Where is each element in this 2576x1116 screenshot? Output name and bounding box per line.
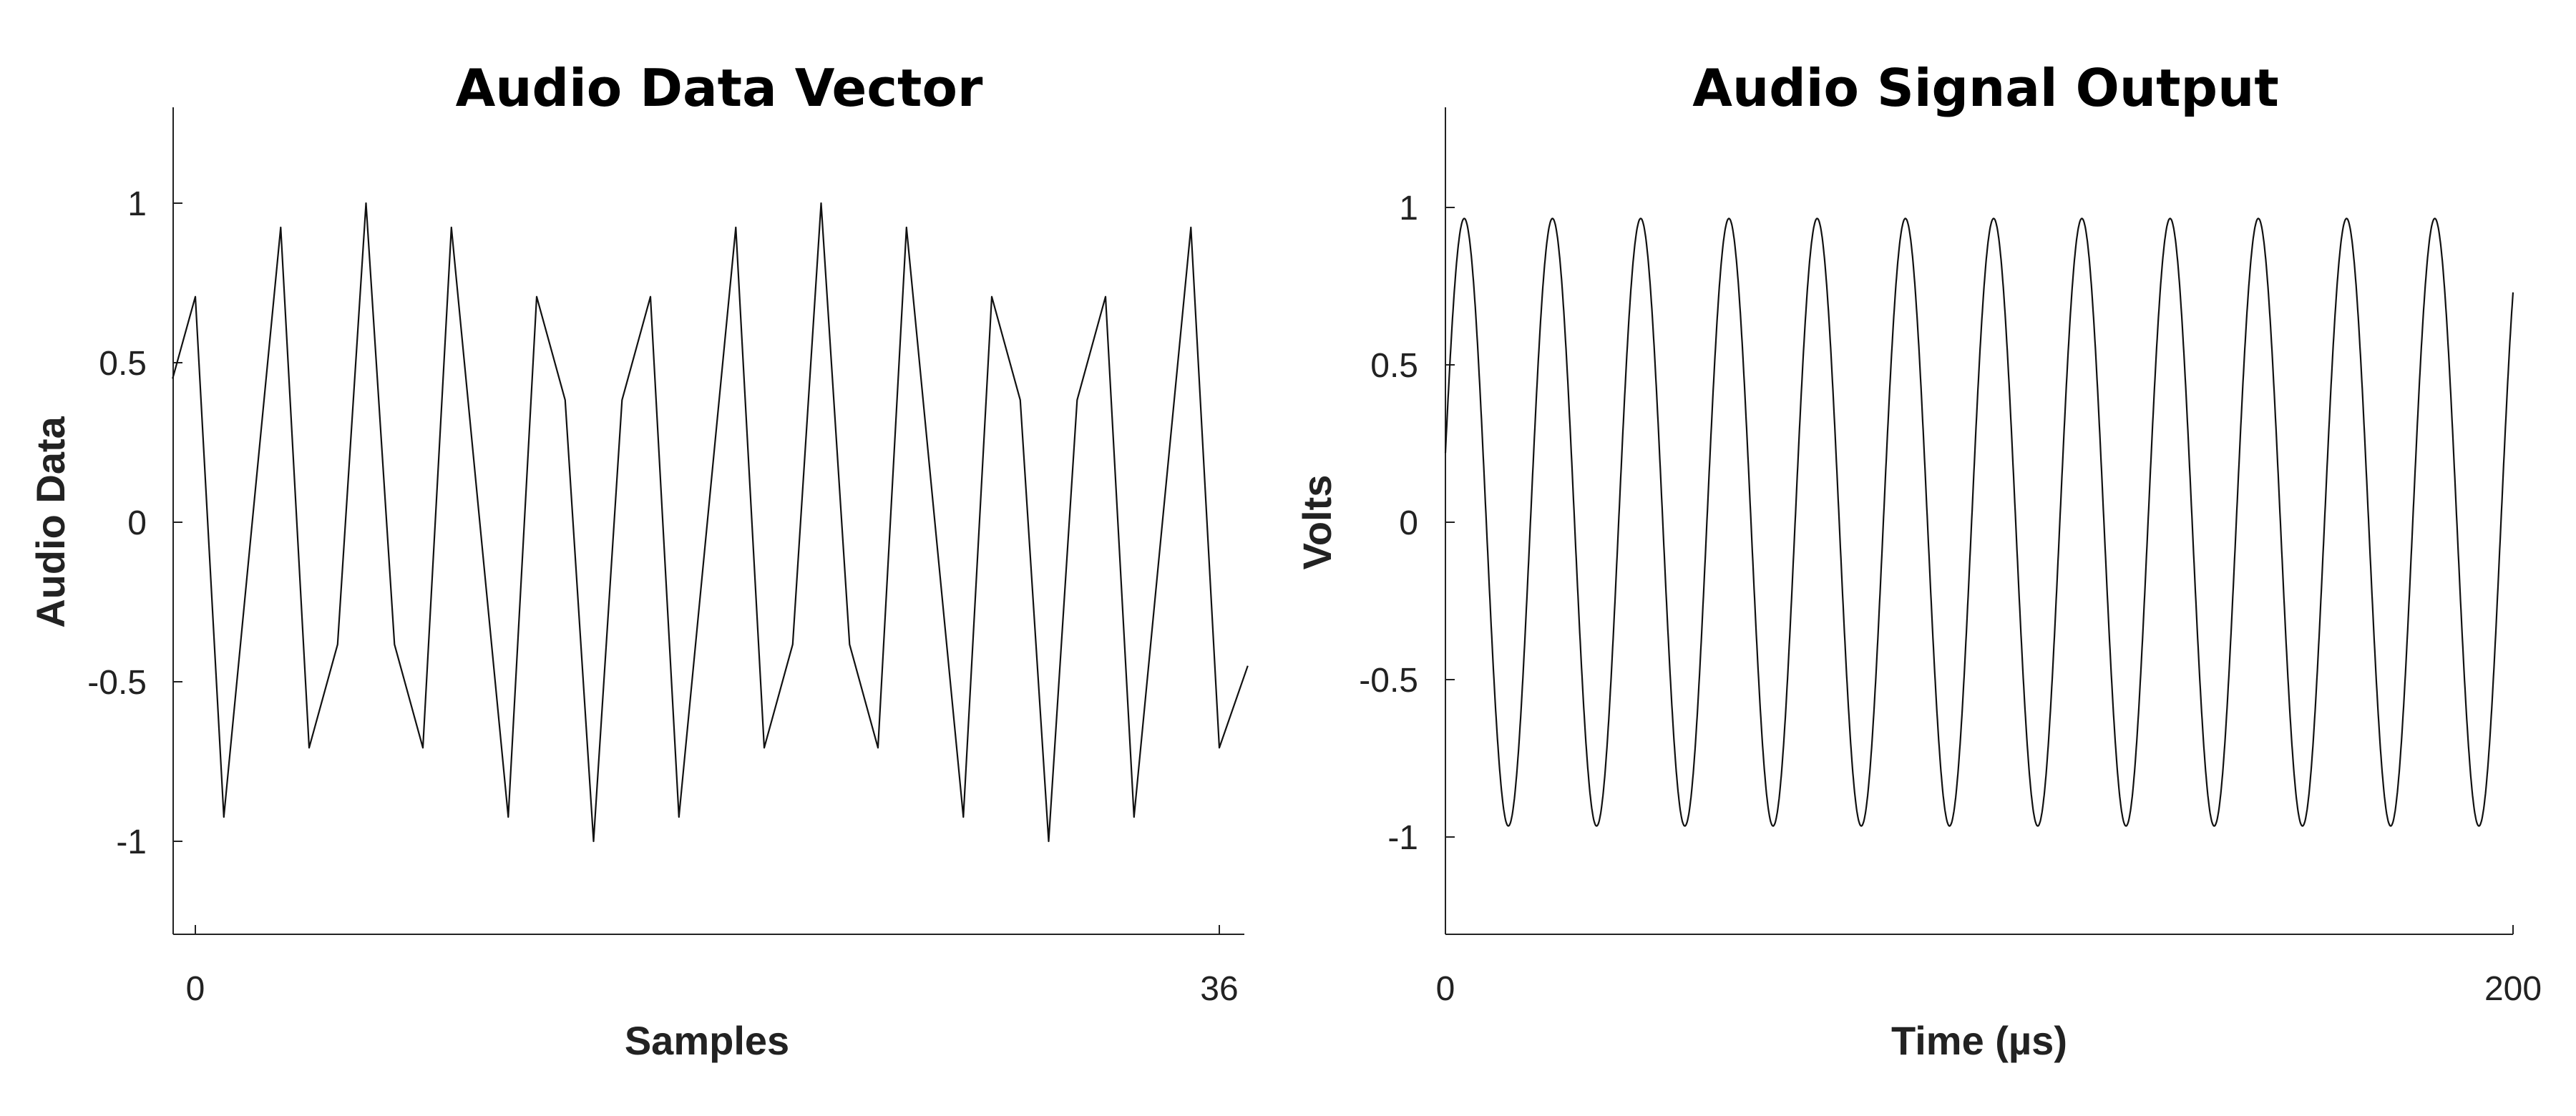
series-line [172, 202, 1249, 843]
y-tick-label: 0 [127, 504, 147, 542]
x-tick-label: 200 [2484, 970, 2542, 1008]
y-tick-label: -1 [116, 823, 147, 861]
series-line [1444, 217, 2514, 827]
y-tick-label: 0.5 [99, 345, 147, 383]
chart-audio-signal-output: Audio Signal Output 1 0.5 0 -0.5 -1 0 20… [1294, 58, 2542, 1063]
chart-title: Audio Data Vector [456, 58, 983, 118]
chart-title: Audio Signal Output [1692, 58, 2279, 118]
y-tick-label: -1 [1387, 819, 1418, 857]
x-tick-marks [1445, 925, 2514, 934]
chart-audio-data-vector: Audio Data Vector 1 0.5 0 -0.5 -1 0 36 S… [28, 58, 1249, 1063]
y-tick-label: 0 [1399, 504, 1418, 542]
y-tick-marks [173, 202, 182, 842]
y-tick-label: 0.5 [1370, 347, 1418, 385]
x-tick-labels: 0 36 [186, 970, 1239, 1008]
x-axis-label: Samples [625, 1018, 789, 1063]
x-axis-label: Time (µs) [1891, 1018, 2067, 1063]
x-tick-label: 0 [1436, 970, 1455, 1008]
y-tick-label: -0.5 [87, 664, 147, 702]
y-tick-label: 1 [127, 185, 147, 223]
y-axis-label: Audio Data [28, 416, 73, 627]
y-tick-labels: 1 0.5 0 -0.5 -1 [87, 185, 147, 861]
y-tick-label: 1 [1399, 190, 1418, 227]
x-tick-marks [195, 925, 1220, 934]
y-tick-label: -0.5 [1359, 662, 1418, 700]
x-tick-label: 0 [186, 970, 205, 1008]
y-axis-label: Volts [1294, 475, 1340, 570]
x-tick-labels: 0 200 [1436, 970, 2542, 1008]
y-tick-labels: 1 0.5 0 -0.5 -1 [1359, 190, 1418, 857]
x-tick-label: 36 [1200, 970, 1238, 1008]
